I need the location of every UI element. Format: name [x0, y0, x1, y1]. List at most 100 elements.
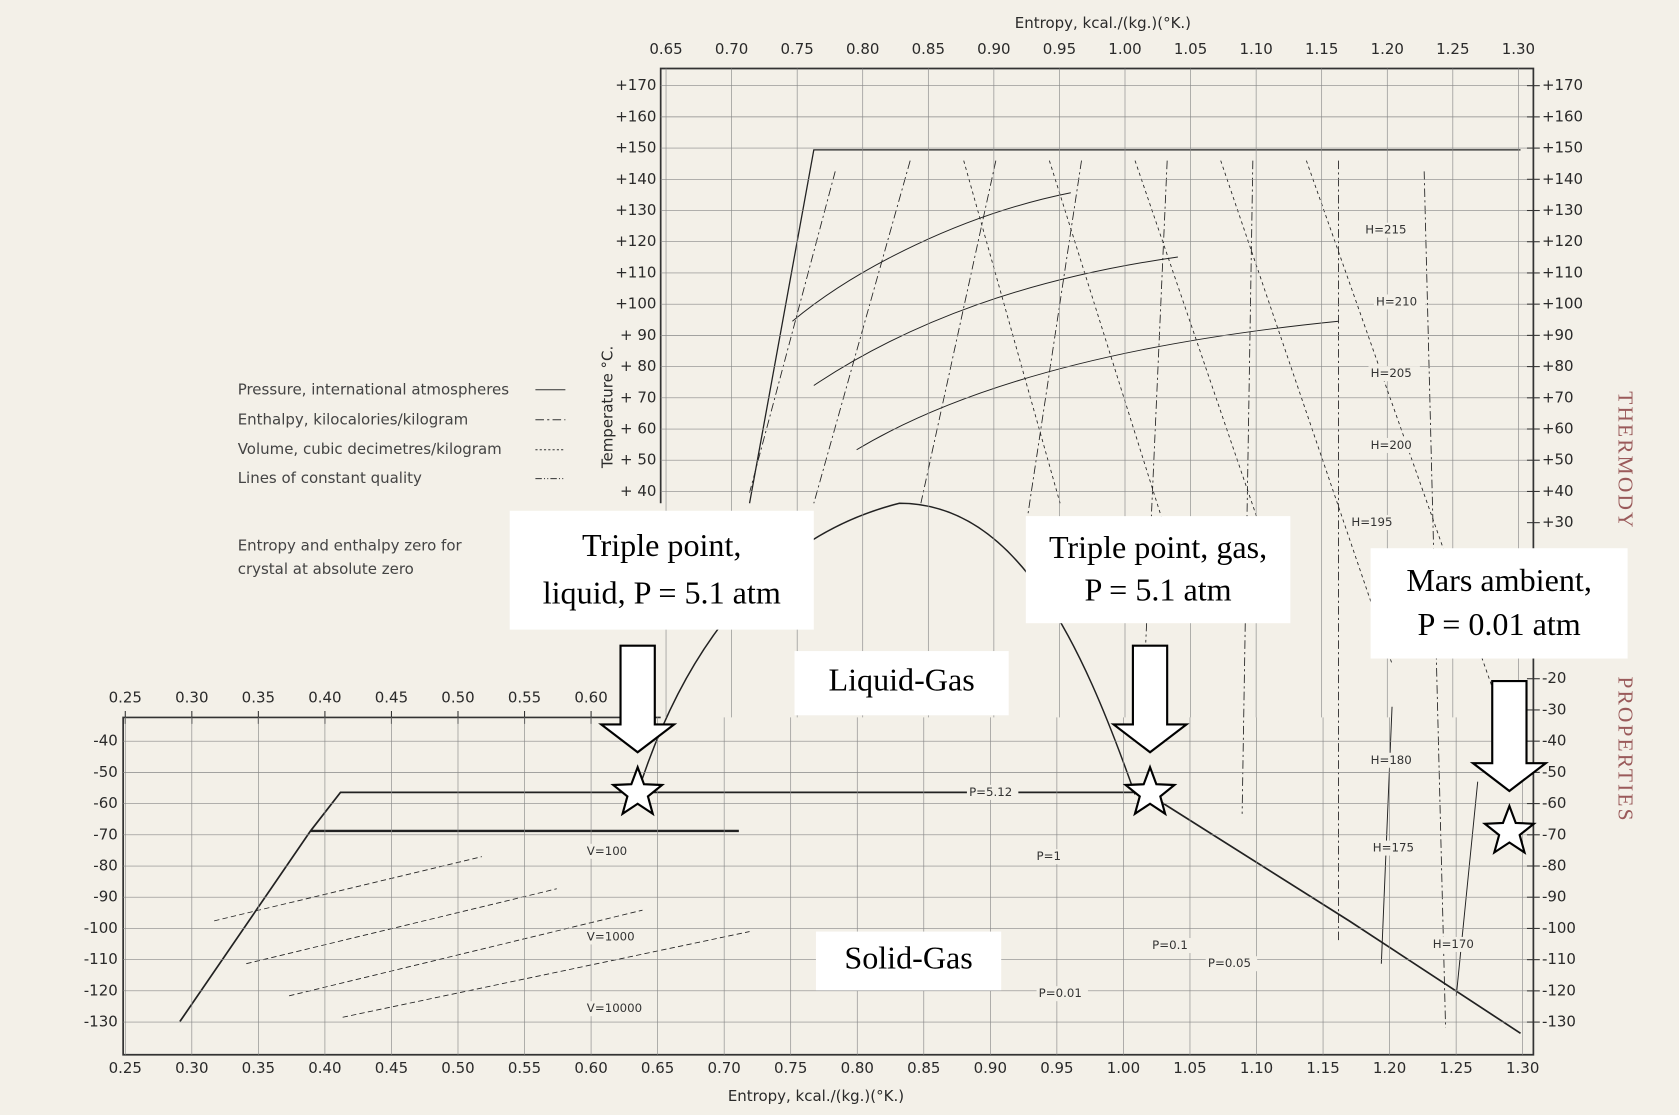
y-tick-label: +140	[615, 170, 656, 188]
y-tick-label: +70	[1542, 388, 1574, 406]
y-tick-label: +160	[1542, 107, 1583, 125]
annotation-text: Mars ambient,	[1406, 562, 1591, 598]
y-tick-label: -90	[93, 888, 117, 906]
x-tick-label: 0.35	[242, 1059, 275, 1077]
legend-label: Volume, cubic decimetres/kilogram	[238, 440, 502, 458]
curve-label: V=10000	[587, 1001, 642, 1015]
legend-label: Enthalpy, kilocalories/kilogram	[238, 410, 469, 428]
x-tick-label: 0.30	[175, 1059, 208, 1077]
side-text: THERMODY	[1613, 391, 1637, 529]
x-axis-title: Entropy, kcal./(kg.)(°K.)	[1015, 14, 1191, 32]
x-tick-label: 1.00	[1107, 1059, 1140, 1077]
curve-label: H=215	[1365, 223, 1406, 237]
y-tick-label: -80	[93, 857, 117, 875]
y-tick-label: +40	[1542, 482, 1574, 500]
curve-label: H=205	[1371, 366, 1412, 380]
y-tick-label: +120	[615, 232, 656, 250]
x-axis-title: Entropy, kcal./(kg.)(°K.)	[728, 1087, 904, 1105]
note: Entropy and enthalpy zero for	[238, 537, 463, 555]
y-tick-label: +150	[1542, 139, 1583, 157]
x-tick-label: 0.90	[974, 1059, 1007, 1077]
y-tick-label: +150	[615, 139, 656, 157]
y-tick-label: +170	[1542, 76, 1583, 94]
y-tick-label: -80	[1542, 857, 1566, 875]
y-tick-label: +100	[615, 295, 656, 313]
x-tick-label: 0.95	[1043, 40, 1076, 58]
y-tick-label: + 60	[620, 420, 656, 438]
annotation-text: liquid, P = 5.1 atm	[543, 575, 781, 611]
curve-label: P=0.05	[1208, 956, 1251, 970]
curve-label: H=210	[1376, 294, 1417, 308]
x-tick-label: 1.25	[1439, 1059, 1472, 1077]
y-tick-label: + 40	[620, 482, 656, 500]
side-text: PROPERTIES	[1613, 676, 1637, 822]
y-tick-label: +140	[1542, 170, 1583, 188]
x-tick-label: 0.35	[242, 689, 275, 707]
y-tick-label: -130	[84, 1013, 118, 1031]
y-tick-label: -40	[1542, 732, 1566, 750]
region-label: Liquid-Gas	[828, 662, 974, 698]
y-tick-label: -120	[84, 981, 118, 999]
x-tick-label: 1.20	[1371, 40, 1404, 58]
x-tick-label: 0.75	[780, 40, 813, 58]
y-tick-label: + 90	[620, 326, 656, 344]
curve-label: V=1000	[587, 929, 635, 943]
x-tick-label: 0.95	[1040, 1059, 1073, 1077]
annotation-text: P = 0.01 atm	[1418, 606, 1581, 642]
y-tick-label: +130	[615, 201, 656, 219]
x-tick-label: 1.05	[1174, 40, 1207, 58]
x-tick-label: 1.15	[1305, 40, 1338, 58]
x-tick-label: 0.70	[707, 1059, 740, 1077]
legend-label: Lines of constant quality	[238, 469, 422, 487]
annotation-text: Triple point,	[582, 527, 741, 563]
x-tick-label: 1.05	[1173, 1059, 1206, 1077]
x-tick-label: 0.50	[441, 1059, 474, 1077]
y-tick-label: -60	[1542, 794, 1566, 812]
y-tick-label: + 50	[620, 451, 656, 469]
curve-label: H=175	[1373, 841, 1414, 855]
y-tick-label: -50	[93, 763, 117, 781]
curve-label: H=200	[1371, 438, 1412, 452]
x-tick-label: 0.70	[715, 40, 748, 58]
legend-label: Pressure, international atmospheres	[238, 380, 510, 398]
y-tick-label: -100	[84, 919, 118, 937]
x-tick-label: 1.30	[1506, 1059, 1539, 1077]
x-tick-label: 0.75	[774, 1059, 807, 1077]
y-tick-label: +50	[1542, 451, 1574, 469]
x-tick-label: 0.30	[175, 689, 208, 707]
y-tick-label: -100	[1542, 919, 1576, 937]
x-tick-label: 0.60	[574, 1059, 607, 1077]
x-tick-label: 0.65	[649, 40, 682, 58]
y-tick-label: -40	[93, 732, 117, 750]
y-tick-label: -130	[1542, 1013, 1576, 1031]
curve-label: P=0.1	[1152, 938, 1188, 952]
y-tick-label: -70	[1542, 825, 1566, 843]
x-tick-label: 0.60	[574, 689, 607, 707]
y-tick-label: +160	[615, 107, 656, 125]
curve-label: H=195	[1351, 515, 1392, 529]
y-axis-title: Temperature °C.	[599, 346, 617, 469]
x-tick-label: 0.80	[841, 1059, 874, 1077]
y-tick-label: -110	[84, 950, 118, 968]
x-tick-label: 1.00	[1108, 40, 1141, 58]
page: {"chart_data": { "type": "thermo", "top_…	[0, 0, 1679, 1115]
x-tick-label: 0.25	[109, 1059, 142, 1077]
note: crystal at absolute zero	[238, 560, 414, 578]
y-tick-label: +100	[1542, 295, 1583, 313]
curve-label: V=100	[587, 844, 627, 858]
x-tick-label: 1.20	[1373, 1059, 1406, 1077]
curve-label: H=180	[1371, 753, 1412, 767]
x-tick-label: 0.45	[375, 689, 408, 707]
y-tick-label: + 70	[620, 388, 656, 406]
y-tick-label: +120	[1542, 232, 1583, 250]
x-tick-label: 1.15	[1306, 1059, 1339, 1077]
x-tick-label: 0.80	[846, 40, 879, 58]
y-tick-label: -70	[93, 825, 117, 843]
chart-body: 0.650.700.750.800.850.900.951.001.051.10…	[0, 0, 1679, 1115]
y-tick-label: -110	[1542, 950, 1576, 968]
y-tick-label: -50	[1542, 763, 1566, 781]
x-tick-label: 0.25	[109, 689, 142, 707]
y-tick-label: -30	[1542, 700, 1566, 718]
x-tick-label: 1.25	[1436, 40, 1469, 58]
x-tick-label: 0.85	[912, 40, 945, 58]
